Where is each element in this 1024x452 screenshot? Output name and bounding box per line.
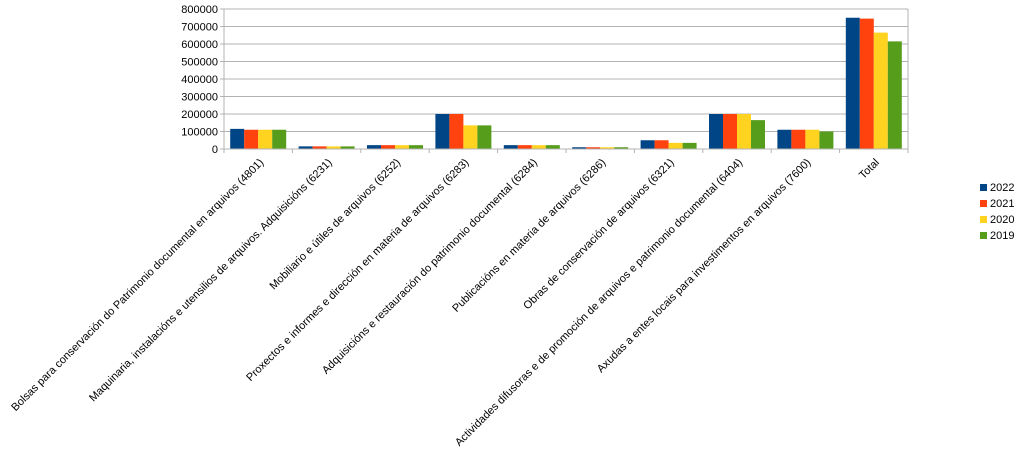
axes — [223, 9, 909, 153]
bar-2021-6 — [654, 140, 669, 149]
bar-2019-9 — [887, 41, 902, 149]
bar-2022-4 — [503, 145, 518, 149]
bar-2019-8 — [819, 131, 834, 149]
gridlines — [224, 8, 908, 150]
bar-2022-5 — [572, 147, 587, 149]
bar-2021-2 — [381, 145, 395, 149]
bar-2020-3 — [463, 125, 478, 149]
legend-label-2019: 2019 — [990, 230, 1014, 242]
bar-2020-4 — [531, 145, 546, 149]
y-axis-ticks: 0 100000 200000 300000 400000 500000 600000 700… — [181, 4, 224, 156]
bar-2020-6 — [668, 142, 683, 149]
bar-2020-2 — [395, 145, 409, 149]
bar-2021-8 — [791, 129, 806, 149]
legend-label-2022: 2022 — [990, 182, 1014, 194]
bar-2022-2 — [367, 145, 381, 149]
legend-swatch-2020 — [980, 216, 987, 223]
bar-2019-6 — [682, 142, 697, 149]
legend-label-2021: 2021 — [990, 198, 1014, 210]
y-tick-label: 300000 — [181, 92, 218, 104]
bar-2019-5 — [614, 147, 629, 149]
bar-2020-5 — [600, 147, 615, 149]
bar-2022-9 — [845, 17, 860, 149]
y-tick-label: 600000 — [181, 39, 218, 51]
x-category-label: Publicacións en materia de arquivos (628… — [450, 157, 608, 315]
bar-2021-9 — [859, 18, 874, 149]
legend-swatch-2022 — [980, 184, 987, 191]
bar-2021-5 — [586, 147, 601, 149]
y-tick-label: 800000 — [181, 4, 218, 16]
legend-swatch-2021 — [980, 200, 987, 207]
bar-2019-7 — [751, 120, 765, 149]
bar-2020-0 — [258, 129, 273, 149]
bar-2020-1 — [326, 146, 341, 149]
bar-2021-7 — [723, 114, 737, 149]
legend-swatch-2019 — [980, 232, 987, 239]
x-category-label: Proxectos e informes e dirección en mate… — [244, 157, 471, 384]
bar-2022-7 — [709, 114, 723, 149]
bar-2020-7 — [737, 114, 751, 149]
bar-2022-1 — [298, 146, 313, 149]
x-category-label: Mobiliario e útiles de arquivos (6252) — [268, 157, 404, 293]
bar-2022-3 — [435, 114, 450, 149]
y-tick-label: 100000 — [181, 127, 218, 139]
y-tick-label: 500000 — [181, 57, 218, 69]
y-tick-label: 200000 — [181, 109, 218, 121]
bar-2019-1 — [340, 146, 355, 149]
x-axis-category-labels: Bolsas para conservación do Patrimonio d… — [9, 157, 882, 449]
bar-2021-0 — [244, 129, 259, 149]
bar-2019-0 — [272, 129, 287, 149]
bar-2022-8 — [777, 129, 792, 149]
y-tick-label: 0 — [212, 144, 218, 156]
bar-2019-3 — [477, 125, 492, 149]
y-tick-label: 400000 — [181, 74, 218, 86]
x-category-label: Maquinaria, instalacións e utensilios de… — [87, 157, 335, 405]
x-category-label: Obras de conservación de arquivos (6321) — [521, 157, 676, 312]
bar-2020-8 — [805, 129, 820, 149]
bar-2021-3 — [449, 114, 464, 149]
bars — [230, 17, 902, 149]
bar-2022-6 — [640, 140, 655, 149]
bar-2019-2 — [409, 145, 423, 149]
bar-2021-4 — [517, 145, 532, 149]
bar-2019-4 — [545, 145, 560, 149]
bar-2021-1 — [312, 146, 327, 149]
legend: 2022 2021 2020 2019 — [980, 182, 1014, 242]
bar-2022-0 — [230, 128, 245, 149]
bar-2020-9 — [873, 32, 888, 149]
x-category-label: Total — [857, 157, 882, 182]
y-tick-label: 700000 — [181, 22, 218, 34]
legend-label-2020: 2020 — [990, 214, 1014, 226]
x-category-label: Bolsas para conservación do Patrimonio d… — [9, 157, 266, 414]
